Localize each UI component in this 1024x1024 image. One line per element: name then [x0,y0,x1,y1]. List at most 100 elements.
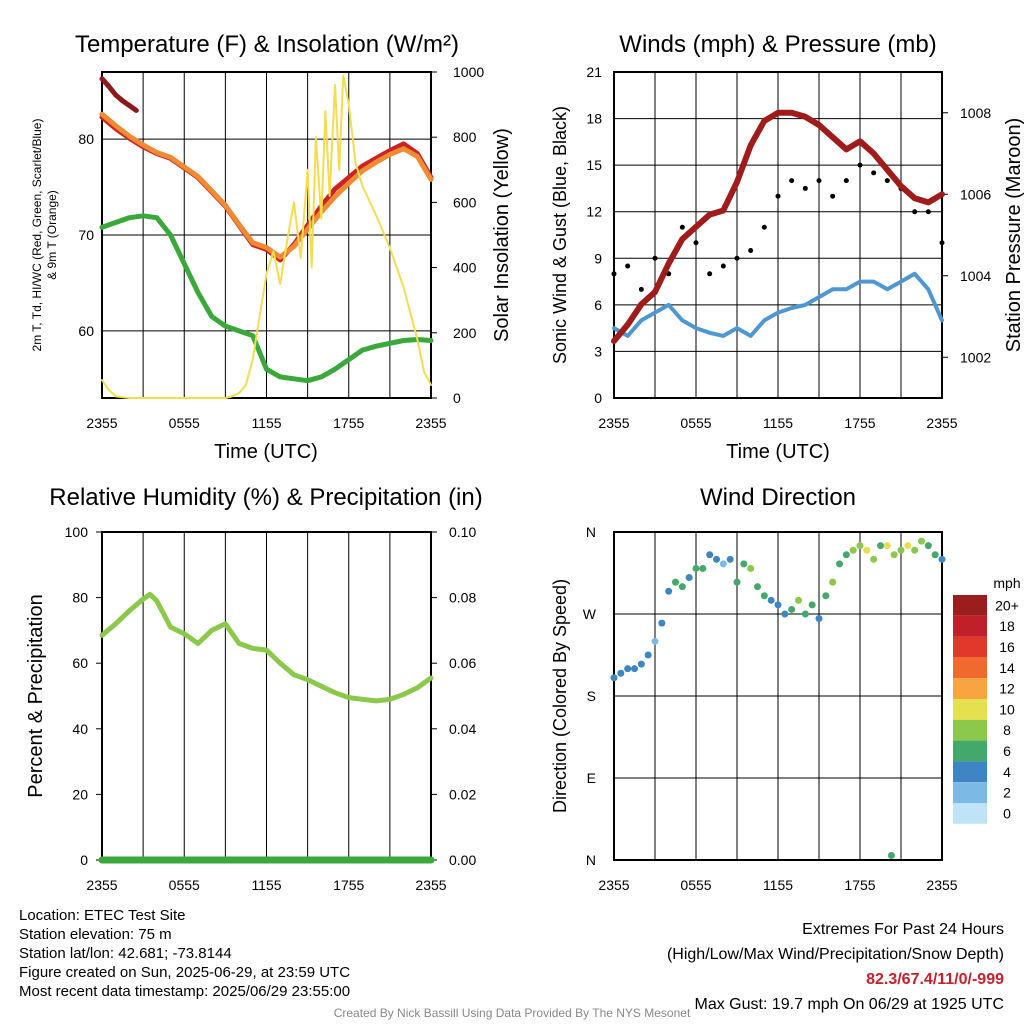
legend-title: mph [993,575,1020,591]
direction-point [897,546,905,554]
direction-point [887,851,895,859]
gust-point [884,178,890,184]
legend-label: 4 [1003,764,1011,780]
legend-label: 2 [1003,785,1011,801]
gust-point [679,224,685,230]
legend-label: 18 [999,618,1015,634]
gust-point [775,193,781,199]
winds-x-tick-label: 1755 [844,415,875,431]
humidity-y-tick-label: 80 [72,590,88,606]
extremes-box: Extremes For Past 24 Hours (High/Low/Max… [667,917,1004,1017]
winds-y-tick-label: 21 [586,64,602,80]
winds-x-tick-label: 0555 [680,415,711,431]
direction-y-tick-label: E [587,770,596,786]
temperature-right-tick-label: 800 [453,129,477,145]
direction-title: Wind Direction [700,484,856,511]
legend-swatch [953,699,987,720]
direction-x-tick-label: 2355 [926,877,957,893]
direction-point [918,537,925,545]
temperature-x-tick-label: 2355 [415,415,446,431]
max-gust-text: Max Gust: 19.7 mph On 06/29 at 1925 UTC [694,996,1005,1013]
temperature-xlabel: Time (UTC) [214,441,318,463]
direction-point [938,555,946,563]
direction-point [747,564,755,572]
direction-point [877,542,884,550]
gust-point [789,178,795,184]
temperature-y-tick-label: 80 [78,131,94,147]
created-text: Figure created on Sun, 2025-06-29, at 23… [19,964,351,981]
temperature-series-line [99,213,434,384]
temperature-right-tick-label: 600 [453,194,477,210]
direction-point [870,555,878,563]
direction-point [726,555,734,563]
winds-y-tick-label: 6 [594,297,602,313]
winds-right-tick-label: 1004 [960,268,991,284]
legend-swatch [953,719,987,741]
direction-point [808,601,816,609]
legend-label: 8 [1003,722,1011,738]
direction-point [822,592,830,600]
legend-swatch [953,657,987,679]
temperature-right-tick-label: 0 [453,390,461,406]
legend-swatch [953,636,987,658]
temperature-x-tick-label: 1755 [333,415,364,431]
direction-x-tick-label: 0555 [680,877,711,893]
temperature-y-tick-label: 60 [78,323,94,339]
winds-x-tick-label: 1155 [763,415,793,431]
direction-point [863,546,871,554]
direction-point [672,578,679,586]
winds-right-tick-label: 1002 [960,349,991,365]
humidity-x-tick-label: 2355 [86,877,117,893]
direction-x-tick-label: 1755 [844,877,875,893]
gust-point [939,240,945,246]
direction-x-tick-label: 1155 [763,877,793,893]
direction-point [883,542,891,550]
humidity-y-tick-label: 40 [72,721,88,737]
elevation-text: Station elevation: 75 m [19,926,172,943]
humidity-y-tick-label: 100 [65,524,89,540]
temperature-ylabel-line2: & 9m T (Orange) [45,190,59,280]
temperature-x-tick-label: 0555 [169,415,200,431]
latlon-text: Station lat/lon: 42.681; -73.8144 [19,945,232,962]
gust-point [816,178,822,184]
temperature-series-line [99,76,139,113]
gust-point [857,162,863,168]
direction-point [644,651,652,659]
legend-label: 0 [1003,805,1011,821]
legend-swatch [953,678,987,699]
direction-point [637,660,645,668]
direction-point [911,546,919,554]
winds-ylabel-right: Station Pressure (Maroon) [1003,118,1024,353]
temperature-series-line [99,111,434,260]
temperature-x-tick-label: 2355 [86,415,117,431]
direction-point [795,596,802,604]
legend-swatch [953,803,987,824]
humidity-line [99,591,434,704]
gust-point [638,286,644,292]
direction-point [760,592,768,600]
speed-legend: mph 20+ 18 16 14 12 10 8 6 4 2 0 [953,575,1021,824]
direction-point [815,615,823,623]
humidity-y-tick-label: 60 [72,655,88,671]
temperature-panel: 2355 0555 1155 1755 235560708002004006008001… [78,64,484,431]
extremes-subtitle: (High/Low/Max Wind/Precipitation/Snow De… [666,946,1004,963]
winds-x-tick-label: 2355 [598,415,629,431]
direction-point [678,583,686,591]
temperature-title: Temperature (F) & Insolation (W/m²) [75,31,459,58]
temperature-right-tick-label: 200 [453,325,477,341]
temperature-ylabel-right: Solar Insolation (Yellow) [491,128,513,342]
direction-point [631,665,638,673]
direction-point [692,564,700,572]
legend-swatch [953,761,987,783]
humidity-right-tick-label: 0.04 [449,721,476,737]
humidity-x-tick-label: 1155 [251,877,281,893]
direction-y-tick-label: N [586,852,596,868]
direction-point [890,551,898,559]
humidity-y-tick-label: 0 [80,852,88,868]
legend-label: 14 [999,660,1015,676]
temperature-x-tick-label: 1155 [251,415,281,431]
gust-point [912,209,918,215]
direction-point [610,674,618,682]
gust-point [802,185,808,191]
